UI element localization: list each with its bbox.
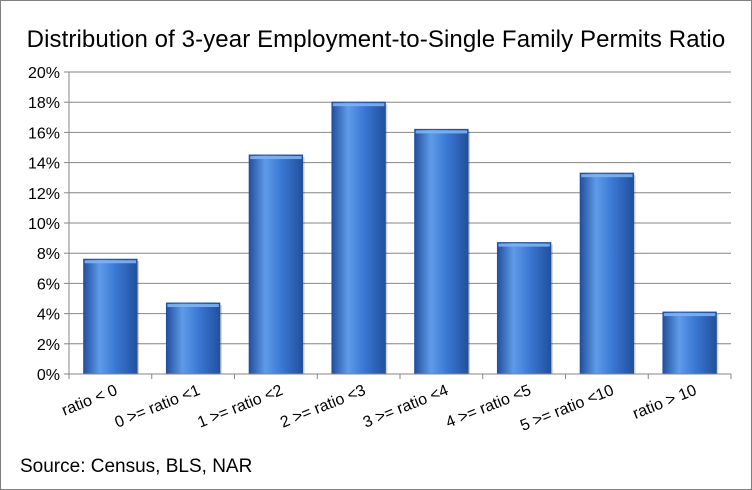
x-category-label: 5 >= ratio <10 [518,382,616,435]
bar [414,128,469,375]
bar [662,311,717,375]
bar [496,242,552,375]
bar [165,302,221,375]
y-tick-label: 0% [37,367,60,384]
y-tick-label: 20% [28,65,60,82]
x-category-label: 0 >= ratio <1 [113,382,203,432]
bar [331,101,386,375]
source-note: Source: Census, BLS, NAR [20,456,253,477]
bar-top-bevel [167,304,219,308]
y-tick-label: 12% [28,186,60,203]
bar-top-bevel [332,103,385,107]
bar-top-bevel [498,243,550,247]
bar [83,258,138,375]
x-category-label: ratio < 0 [59,382,119,420]
bar-top-bevel [250,156,302,160]
y-tick-label: 4% [37,307,60,324]
x-axis-category-labels: ratio < 00 >= ratio <11 >= ratio <22 >= … [59,382,699,435]
bar [579,172,635,375]
bar-top-bevel [581,174,633,178]
y-axis-tick-labels: 0% 2% 4% 6% 8% 10% 12% 14% 16% 18% 20% [28,65,60,384]
x-category-label: ratio > 10 [630,382,699,423]
y-tick-label: 6% [37,276,60,293]
x-category-label: 3 >= ratio <4 [361,382,451,432]
y-tick-label: 8% [37,246,60,263]
y-tick-label: 14% [28,156,60,173]
y-tick-label: 18% [28,95,60,112]
bars [83,101,719,375]
y-tick-label: 16% [28,125,60,142]
y-tick-label: 2% [37,337,60,354]
bar [248,154,304,375]
x-category-label: 2 >= ratio <3 [278,382,368,432]
bar-top-bevel [415,130,468,134]
y-tick-label: 10% [28,216,60,233]
x-category-label: 1 >= ratio <2 [195,382,285,432]
bar-top-bevel [84,260,137,264]
chart-title: Distribution of 3-year Employment-to-Sin… [26,26,726,53]
bar-top-bevel [663,313,716,317]
axes [64,71,732,379]
